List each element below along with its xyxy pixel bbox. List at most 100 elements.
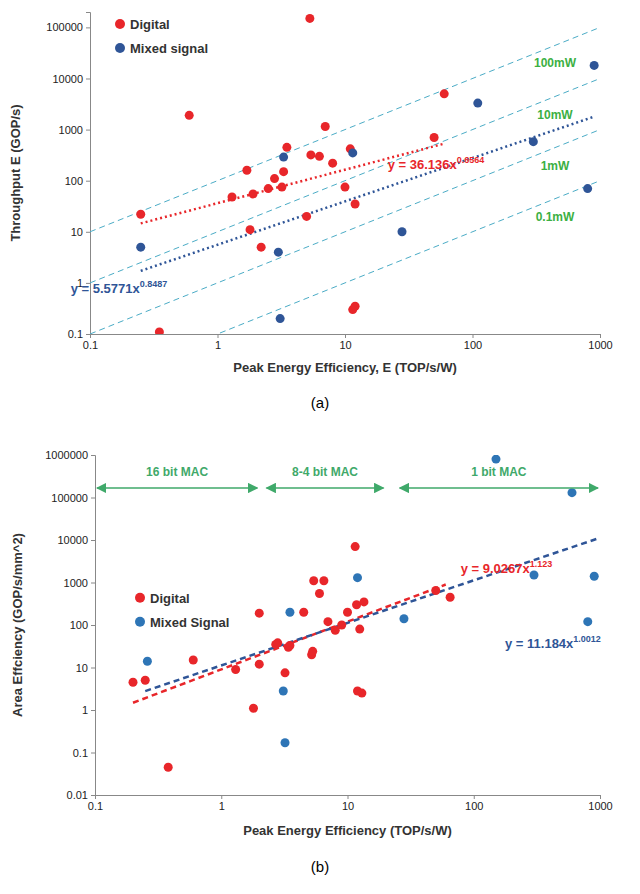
annotations: 100mW10mW1mW0.1mWy = 36.136x0.6564y = 5.…: [71, 56, 577, 295]
data-point: [355, 625, 364, 634]
x-tick-label: 10: [342, 800, 354, 812]
data-point: [321, 122, 330, 131]
y-tick-label: 0.01: [67, 789, 88, 801]
data-point: [357, 689, 366, 698]
y-tick-label: 1000: [59, 124, 83, 136]
data-point: [302, 212, 311, 221]
x-tick-label: 0.1: [83, 339, 98, 351]
range-label: 8-4 bit MAC: [292, 465, 358, 479]
y-tick: 1000: [64, 577, 95, 589]
x-tick: 0.1: [83, 334, 98, 351]
data-point: [228, 192, 237, 201]
data-point: [164, 763, 173, 772]
data-point: [583, 617, 592, 626]
x-axis-title: Peak Energy Efficiency, E (TOP/s/W): [233, 360, 456, 375]
y-tick-mark: [86, 130, 90, 131]
x-tick: 0.1: [88, 795, 103, 812]
y-tick: 1: [82, 704, 95, 716]
data-point: [264, 184, 273, 193]
trend-equation-base: y = 11.184x: [505, 636, 574, 651]
x-tick-mark: [600, 334, 601, 338]
y-tick-mark: [91, 668, 95, 669]
x-axis: 0.1 1 10 100 1000: [88, 795, 613, 812]
trend-equation-exponent: 1.123: [530, 559, 553, 569]
range-arrow: [266, 487, 383, 489]
trend-equation-base: y = 36.136x: [388, 157, 458, 172]
legend: DigitalMixed signal: [115, 17, 208, 56]
data-point: [491, 455, 500, 464]
x-tick: 10: [339, 334, 351, 351]
x-tick: 1000: [588, 334, 612, 351]
reference-line-label: 100mW: [534, 56, 577, 70]
series-points: [136, 14, 448, 334]
data-point: [315, 589, 324, 598]
legend-marker: [115, 19, 125, 29]
x-tick-mark: [221, 795, 222, 799]
data-point: [277, 183, 286, 192]
x-tick: 1000: [588, 795, 612, 812]
x-tick-label: 1: [215, 339, 221, 351]
y-axis-title: Throughput E (GOP/s): [8, 104, 23, 241]
y-tick-mark: [86, 78, 90, 79]
y-tick: 10000: [57, 534, 95, 546]
data-point: [249, 189, 258, 198]
y-tick: 100000: [51, 492, 95, 504]
y-axis-line: [91, 456, 96, 796]
data-point: [440, 89, 449, 98]
data-point: [285, 608, 294, 617]
data-point: [351, 199, 360, 208]
reference-line-label: 10mW: [537, 108, 573, 122]
data-point: [143, 657, 152, 666]
trend-equation-base: y = 9.0267x: [461, 561, 531, 576]
x-axis-line: [96, 796, 601, 800]
y-tick-label: 1000000: [45, 449, 88, 461]
chart: 0.111010010000.010.111010010001000010000…: [10, 449, 613, 875]
trend-equation: y = 36.136x0.6564: [388, 155, 485, 172]
data-point: [323, 617, 332, 626]
x-tick: 1: [219, 795, 225, 812]
legend: DigitalMixed Signal: [135, 591, 229, 630]
x-tick-label: 100: [464, 339, 482, 351]
legend-label: Mixed Signal: [150, 615, 229, 630]
data-point: [281, 738, 290, 747]
data-point: [315, 152, 324, 161]
y-tick: 100000: [46, 21, 90, 33]
data-point: [308, 647, 317, 656]
y-tick-mark: [91, 710, 95, 711]
data-point: [282, 143, 291, 152]
data-point: [242, 166, 251, 175]
x-tick-mark: [600, 795, 601, 799]
reference-line: [90, 181, 600, 334]
y-tick-label: 10000: [52, 73, 83, 85]
y-tick-label: 10: [71, 226, 83, 238]
trend-line: [133, 585, 446, 703]
data-point: [341, 183, 350, 192]
data-point: [351, 302, 360, 311]
y-tick-label: 100000: [46, 21, 83, 33]
data-point: [328, 159, 337, 168]
x-tick-label: 10: [339, 339, 351, 351]
data-point: [279, 686, 288, 695]
figure: 0.1 1 10 100 1000 0.1 1 10 100 1000 10000 100000 Pea…: [0, 0, 640, 894]
x-tick-mark: [474, 795, 475, 799]
trend-equation: y = 9.0267x1.123: [461, 559, 553, 576]
data-point: [343, 608, 352, 617]
y-tick-mark: [91, 625, 95, 626]
data-point: [273, 638, 282, 647]
data-point: [136, 210, 145, 219]
trend-equation-base: y = 5.5771x: [71, 281, 141, 296]
y-tick-label: 100: [70, 619, 88, 631]
data-point: [309, 576, 318, 585]
data-point: [129, 678, 138, 687]
y-tick: 1000000: [45, 449, 95, 461]
x-tick-label: 100: [465, 800, 483, 812]
y-axis: 0.010.11101001000100001000001000000: [45, 449, 95, 801]
y-tick: 100: [65, 175, 90, 187]
data-point: [399, 614, 408, 623]
y-tick-mark: [91, 753, 95, 754]
y-tick: 1000: [59, 124, 90, 136]
data-point: [155, 327, 164, 334]
reference-line: [90, 78, 600, 282]
data-point: [590, 572, 599, 581]
y-tick-mark: [91, 583, 95, 584]
